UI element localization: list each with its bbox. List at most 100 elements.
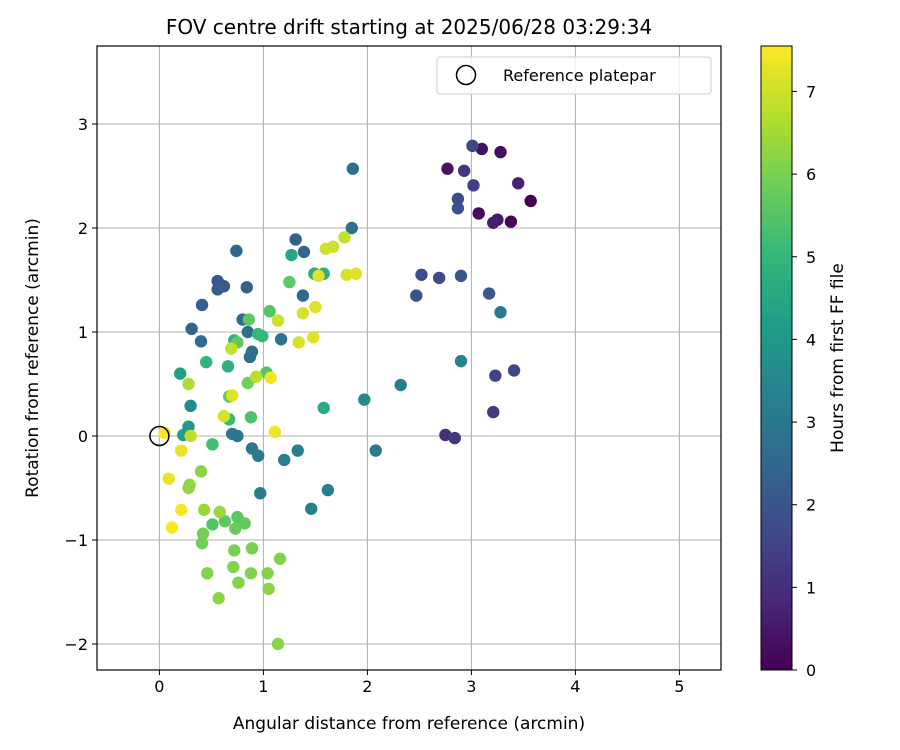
y-tick-label: 3 xyxy=(78,115,88,134)
data-point xyxy=(197,503,211,517)
data-point xyxy=(264,371,277,384)
data-point xyxy=(217,410,231,423)
reference-platepar-marker xyxy=(149,425,170,447)
data-point xyxy=(326,240,340,253)
chart-title: FOV centre drift starting at 2025/06/28 … xyxy=(166,15,652,39)
data-point xyxy=(432,271,446,285)
data-point xyxy=(524,194,537,208)
y-axis-title: Rotation from reference (arcmin) xyxy=(23,218,43,498)
colorbar-tick-label: 3 xyxy=(806,413,816,432)
plot-frame xyxy=(96,45,722,671)
data-point xyxy=(305,502,318,515)
data-point xyxy=(289,233,302,246)
data-point xyxy=(321,483,335,497)
y-tick-label: −2 xyxy=(64,635,88,654)
data-point xyxy=(278,453,291,467)
data-point xyxy=(174,367,187,380)
legend-box xyxy=(436,56,712,95)
data-point xyxy=(410,289,423,302)
colorbar-tick-label: 2 xyxy=(806,496,816,515)
data-point xyxy=(292,336,305,349)
data-point xyxy=(238,517,251,530)
data-point xyxy=(230,244,243,258)
x-tick-label: 5 xyxy=(674,677,684,696)
y-tick-label: 2 xyxy=(78,219,88,238)
data-point xyxy=(245,542,259,555)
data-point xyxy=(213,505,226,519)
colorbar-tick-label: 1 xyxy=(806,578,816,597)
data-point xyxy=(454,269,468,283)
data-point xyxy=(345,221,358,235)
data-point xyxy=(472,207,485,220)
x-axis-title: Angular distance from reference (arcmin) xyxy=(233,714,585,734)
x-tick-label: 0 xyxy=(154,677,164,696)
data-point xyxy=(228,544,241,557)
data-point xyxy=(358,393,371,406)
data-point xyxy=(263,305,276,318)
data-point xyxy=(454,354,468,368)
colorbar-tick-label: 7 xyxy=(806,82,816,101)
data-point xyxy=(182,481,195,495)
data-point xyxy=(241,325,254,339)
colorbar-title: Hours from first FF file xyxy=(828,263,848,453)
data-point xyxy=(184,429,197,443)
data-point xyxy=(195,298,209,312)
data-point xyxy=(394,378,407,392)
data-point xyxy=(415,268,428,281)
data-point xyxy=(175,444,188,457)
data-point xyxy=(249,370,263,383)
data-point xyxy=(243,350,257,364)
data-point xyxy=(201,567,214,580)
data-point xyxy=(285,248,298,262)
data-point xyxy=(195,536,209,550)
data-point xyxy=(271,314,285,327)
data-point xyxy=(274,333,288,346)
data-point xyxy=(231,429,244,443)
data-point xyxy=(252,449,265,462)
data-point xyxy=(194,335,208,348)
data-point xyxy=(182,377,195,391)
data-point xyxy=(240,281,253,294)
y-tick-label: 1 xyxy=(78,323,88,342)
reference-marker xyxy=(149,425,170,447)
data-point xyxy=(184,399,197,413)
data-point xyxy=(487,216,500,229)
data-point xyxy=(165,521,179,534)
data-point xyxy=(242,313,256,326)
y-axis-ticks: −2 −1 0 1 2 3 xyxy=(64,115,97,654)
data-point xyxy=(451,192,465,206)
x-tick-label: 1 xyxy=(258,677,268,696)
data-point xyxy=(206,518,219,531)
data-point xyxy=(221,360,235,373)
data-point xyxy=(457,164,471,177)
x-tick-label: 3 xyxy=(466,677,476,696)
data-point xyxy=(244,411,258,424)
data-point xyxy=(466,139,479,153)
data-point xyxy=(512,177,525,190)
y-tick-label: 0 xyxy=(78,427,88,446)
data-point xyxy=(494,306,507,319)
data-point xyxy=(158,426,171,440)
data-point xyxy=(340,268,353,281)
data-point xyxy=(297,245,311,259)
data-point xyxy=(175,503,188,517)
grid-lines xyxy=(97,46,721,670)
data-point xyxy=(262,582,275,596)
data-point xyxy=(467,179,480,192)
data-point xyxy=(218,515,232,528)
data-point xyxy=(296,289,310,302)
data-point xyxy=(268,425,282,439)
data-point xyxy=(309,300,322,314)
colorbar-tick-label: 0 xyxy=(806,661,816,680)
colorbar-tick-label: 6 xyxy=(806,165,816,184)
data-point xyxy=(291,444,304,457)
data-point xyxy=(451,202,465,215)
data-point xyxy=(185,322,198,336)
data-points xyxy=(158,139,537,651)
data-point xyxy=(256,329,269,343)
colorbar-bar xyxy=(760,45,793,671)
data-point xyxy=(489,369,502,382)
data-point xyxy=(312,269,325,283)
data-point xyxy=(211,283,224,296)
